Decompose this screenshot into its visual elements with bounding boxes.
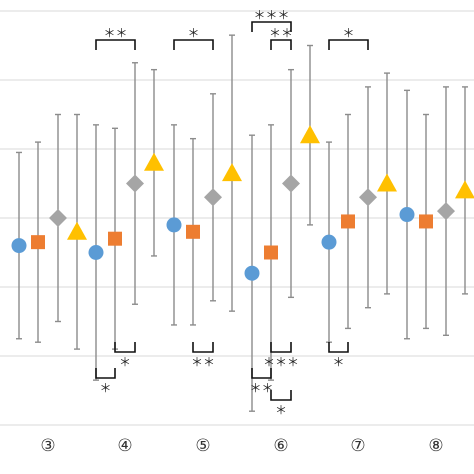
triangle-point bbox=[222, 163, 242, 182]
significance-bracket bbox=[328, 39, 369, 50]
significance-bracket bbox=[270, 390, 292, 401]
triangle-point bbox=[377, 173, 397, 192]
significance-bracket bbox=[95, 39, 136, 50]
category-label: ⑥ bbox=[273, 436, 288, 456]
significance-label: ＊ bbox=[187, 26, 199, 40]
circle-point bbox=[321, 234, 337, 250]
significance-bracket bbox=[95, 368, 116, 379]
significance-bracket bbox=[192, 342, 214, 353]
significance-label: ＊ bbox=[275, 403, 287, 417]
square-point bbox=[108, 231, 122, 246]
diamond-point bbox=[359, 188, 377, 207]
significance-label: ＊＊ bbox=[191, 355, 215, 369]
category-label: ⑤ bbox=[195, 436, 210, 456]
significance-label: ＊ bbox=[342, 26, 354, 40]
category-label: ④ bbox=[117, 436, 132, 456]
significance-label: ＊ bbox=[99, 381, 111, 395]
square-point bbox=[264, 245, 278, 260]
triangle-point bbox=[67, 221, 87, 240]
category-label: ⑦ bbox=[350, 436, 365, 456]
category-label: ③ bbox=[40, 436, 55, 456]
significance-label: ＊＊ bbox=[249, 381, 273, 395]
triangle-point bbox=[455, 180, 474, 199]
square-point bbox=[341, 214, 355, 229]
significance-label: ＊＊ bbox=[103, 26, 127, 40]
significance-label: ＊＊＊ bbox=[263, 355, 299, 369]
significance-bracket bbox=[270, 342, 292, 353]
circle-point bbox=[399, 207, 415, 223]
significance-label: ＊ bbox=[332, 355, 344, 369]
significance-bracket bbox=[173, 39, 214, 50]
circle-point bbox=[244, 265, 260, 281]
circle-point bbox=[166, 217, 182, 233]
significance-label: ＊＊ bbox=[269, 26, 293, 40]
data-markers bbox=[11, 125, 474, 281]
diamond-point bbox=[204, 188, 222, 207]
triangle-point bbox=[300, 125, 320, 144]
significance-bracket bbox=[328, 342, 349, 353]
significance-bracket bbox=[114, 342, 136, 353]
significance-label: ＊ bbox=[119, 355, 131, 369]
diamond-point bbox=[126, 174, 144, 193]
circle-point bbox=[11, 238, 27, 254]
square-point bbox=[186, 224, 200, 239]
significance-brackets: ＊＊＊＊＊＊＊＊＊＊＊＊＊＊＊＊＊＊＊＊ bbox=[95, 8, 369, 417]
square-point bbox=[419, 214, 433, 229]
error-bars bbox=[16, 34, 468, 412]
square-point bbox=[31, 235, 45, 250]
triangle-point bbox=[144, 152, 164, 171]
gridlines bbox=[0, 10, 474, 426]
diamond-point bbox=[49, 209, 67, 227]
category-label: ⑧ bbox=[428, 436, 443, 456]
significance-bracket bbox=[270, 39, 292, 50]
significance-bracket bbox=[251, 21, 292, 32]
significance-bracket bbox=[251, 368, 272, 379]
category-labels: ③ ④ ⑤ ⑥ ⑦ ⑧ bbox=[40, 436, 443, 456]
circle-point bbox=[88, 245, 104, 260]
diamond-point bbox=[437, 202, 455, 221]
significance-label: ＊＊＊ bbox=[253, 8, 289, 22]
diamond-point bbox=[282, 174, 300, 193]
